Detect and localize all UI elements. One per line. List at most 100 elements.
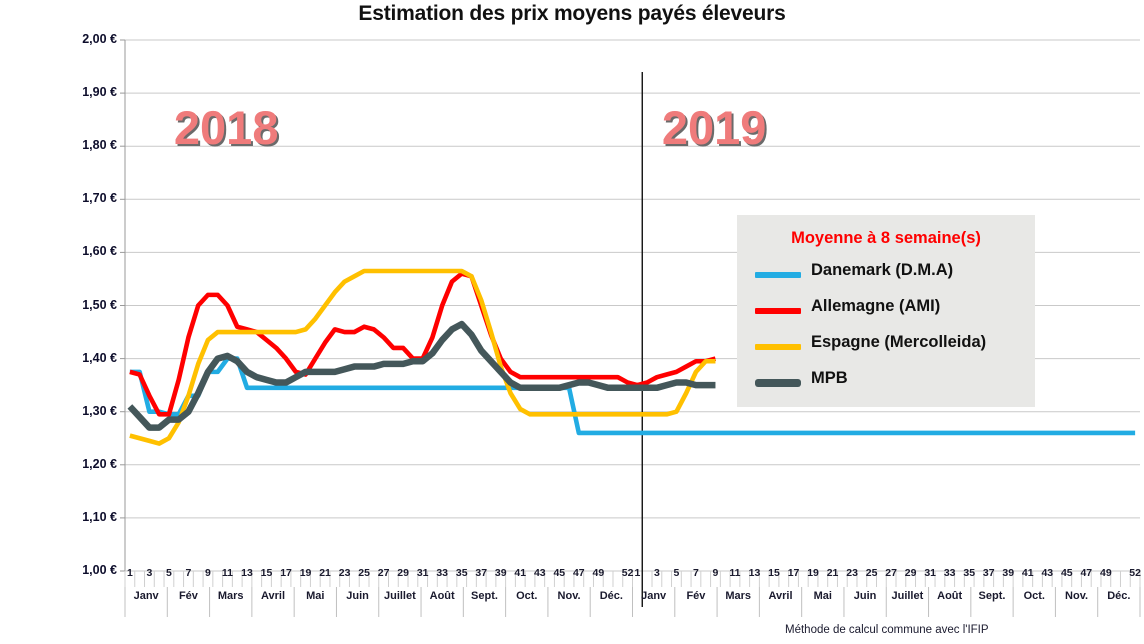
x-axis-month-label: Oct. (516, 590, 538, 602)
x-axis-week-label: 43 (1041, 567, 1054, 579)
x-axis-month-label: Nov. (1065, 590, 1089, 602)
x-axis-week-label: 15 (260, 567, 273, 579)
x-axis-week-label: 37 (475, 567, 488, 579)
x-axis-week-label: 15 (768, 567, 780, 579)
x-axis-week-label: 5 (673, 567, 680, 579)
x-axis-week-label: 21 (826, 567, 839, 579)
x-axis-week-label: 35 (455, 567, 468, 579)
x-axis-month-label: Oct. (1023, 590, 1045, 602)
x-axis-week-label: 7 (185, 567, 192, 579)
legend-item: Danemark (D.M.A) (755, 261, 1035, 291)
x-axis-month-label: Déc. (1107, 590, 1131, 602)
x-axis-week-label: 1 (126, 567, 133, 579)
x-axis-week-label: 37 (982, 567, 995, 579)
x-axis-month-label: Nov. (557, 590, 581, 602)
x-axis-week-label: 41 (514, 567, 527, 579)
x-axis-week-label: 25 (865, 567, 878, 579)
x-axis-week-label: 39 (494, 567, 507, 579)
legend-item-label: Espagne (Mercolleida) (811, 333, 987, 351)
x-axis-week-label: 49 (592, 567, 605, 579)
x-axis-week-label: 43 (533, 567, 546, 579)
x-axis-month-label: Juillet (891, 590, 924, 602)
x-axis-week-label: 5 (165, 567, 172, 579)
x-axis-week-label: 27 (377, 567, 390, 579)
x-axis-month-label: Fév (178, 590, 198, 602)
x-axis-month-label: Janv (641, 590, 667, 602)
legend-item: MPB (755, 369, 1035, 399)
x-axis-month-label: Janv (133, 590, 159, 602)
x-axis-week-label: 9 (712, 567, 719, 579)
year-watermark: 2018 (173, 101, 279, 154)
x-axis-week-label: 17 (280, 567, 292, 579)
x-axis-week-label: 13 (748, 567, 761, 579)
x-axis-week-label: 21 (319, 567, 331, 579)
x-axis-week-label: 11 (729, 567, 741, 579)
legend-color-swatch (755, 379, 801, 387)
legend-item-label: Allemagne (AMI) (811, 297, 941, 315)
x-axis-week-label: 27 (885, 567, 897, 579)
legend-item: Allemagne (AMI) (755, 297, 1035, 327)
x-axis-month-label: Août (429, 590, 455, 602)
legend-color-swatch (755, 344, 801, 350)
x-axis-month-label: Sept. (978, 590, 1006, 602)
x-axis-week-label: 7 (693, 567, 699, 579)
series-line-1 (129, 271, 717, 417)
series-line-2 (129, 268, 716, 446)
x-axis-week-label: 1 (634, 567, 641, 579)
x-axis-month-label: Avril (260, 590, 286, 602)
y-axis-tick-label: 1,50 € (82, 297, 117, 312)
x-axis-week-label: 3 (653, 567, 660, 579)
x-axis-week-label: 23 (846, 567, 858, 579)
x-axis-week-label: 19 (807, 567, 819, 579)
y-axis-tick-label: 1,10 € (82, 509, 117, 524)
x-axis-week-label: 49 (1099, 567, 1112, 579)
x-axis-week-label: 31 (924, 567, 936, 579)
x-axis-week-label: 19 (299, 567, 312, 579)
x-axis-month-label: Juin (346, 590, 369, 602)
x-axis-week-label: 29 (397, 567, 409, 579)
x-axis-month-label: Mai (306, 590, 325, 602)
x-axis-week-label: 47 (1080, 567, 1093, 579)
series-line-3 (127, 320, 716, 431)
legend-item-label: MPB (811, 369, 848, 387)
y-axis-tick-label: 1,30 € (82, 403, 117, 418)
x-axis-week-label: 47 (572, 567, 585, 579)
x-axis-week-label: 13 (241, 567, 253, 579)
x-axis-week-label: 33 (436, 567, 449, 579)
x-axis-month-label: Août (937, 590, 963, 602)
x-axis-week-label: 45 (553, 567, 566, 579)
x-axis-week-label: 33 (943, 567, 956, 579)
x-axis-month-label: Déc. (599, 590, 623, 602)
legend-color-swatch (755, 272, 801, 278)
x-axis-month-label: Juin (853, 590, 877, 602)
x-axis-week-label: 23 (338, 567, 351, 579)
x-axis-week-label: 31 (416, 567, 429, 579)
x-axis-week-label: 25 (358, 567, 370, 579)
y-axis-tick-label: 1,00 € (82, 563, 117, 577)
series-line-0 (129, 356, 1136, 436)
x-axis-month-label: Juillet (383, 590, 416, 602)
y-axis-tick-label: 1,70 € (82, 191, 117, 206)
x-axis-month-label: Avril (768, 590, 793, 602)
x-axis-month-label: Mars (217, 590, 244, 602)
x-axis-month-label: Fév (686, 590, 706, 602)
y-axis-tick-label: 1,60 € (82, 244, 117, 259)
footer-note: Méthode de calcul commune avec l'IFIP (785, 624, 989, 636)
x-axis-month-label: Sept. (471, 590, 498, 602)
legend-item: Espagne (Mercolleida) (755, 333, 1035, 363)
x-axis-week-label: 17 (787, 567, 800, 579)
x-axis-week-label: 3 (146, 567, 153, 579)
chart-title: Estimation des prix moyens payés éleveur… (358, 2, 786, 25)
x-axis-week-label: 52 (1129, 567, 1141, 579)
year-watermark: 2019 (661, 101, 767, 154)
x-axis-week-label: 29 (904, 567, 917, 579)
x-axis-week-label: 35 (963, 567, 976, 579)
legend-color-swatch (755, 308, 801, 314)
legend-title: Moyenne à 8 semaine(s) (791, 229, 981, 247)
x-axis-week-label: 52 (621, 567, 634, 579)
x-axis-week-label: 41 (1021, 567, 1034, 579)
y-axis-tick-label: 1,90 € (82, 85, 117, 100)
x-axis-month-label: Mai (813, 590, 832, 602)
